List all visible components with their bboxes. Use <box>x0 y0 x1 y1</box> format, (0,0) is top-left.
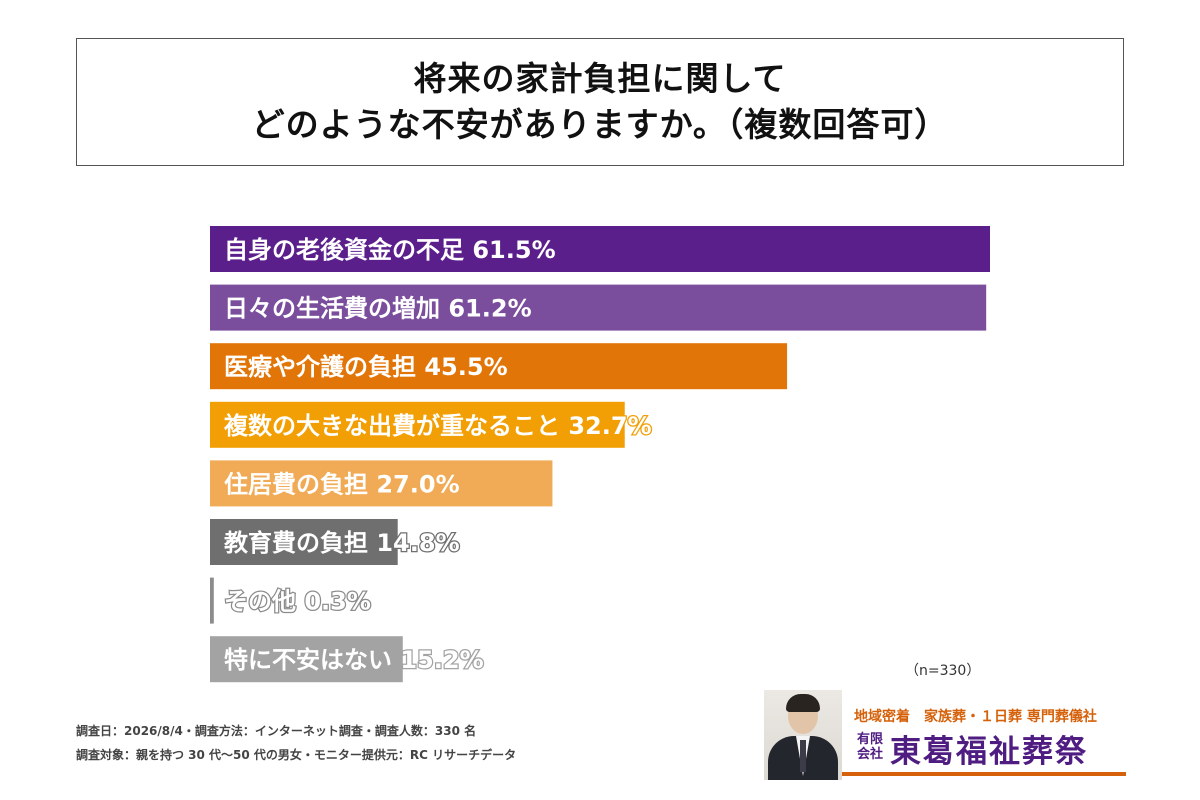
chart-title-line-2: どのような不安がありますか。（複数回答可） <box>251 105 949 144</box>
bar-0 <box>210 226 990 272</box>
bar-4 <box>210 460 553 507</box>
bar-label-7: 特に不安はない 15.2% <box>224 646 484 674</box>
bar-label-1: 日々の生活費の増加 61.2% <box>224 295 532 323</box>
title-box: 将来の家計負担に関して どのような不安がありますか。（複数回答可） <box>76 38 1124 166</box>
logo-badge: 有限 会社 <box>854 732 886 762</box>
bar-6 <box>210 577 214 624</box>
bar-7 <box>210 636 403 683</box>
logo-underline <box>842 772 1126 776</box>
logo-tagline: 地域密着 家族葬・１日葬 専門葬儀社 <box>854 709 1097 725</box>
company-logo: 地域密着 家族葬・１日葬 専門葬儀社 有限 会社 東葛福祉葬祭 <box>764 690 1126 782</box>
survey-footnote-2: 調査対象：親を持つ 30 代〜50 代の男女・モニター提供元：RC リサーチデー… <box>76 748 517 762</box>
bar-3 <box>210 401 625 448</box>
bar-label-5: 教育費の負担 14.8% <box>224 529 460 557</box>
logo-company-name: 東葛福祉葬祭 <box>890 734 1088 770</box>
bar-5 <box>210 519 398 565</box>
bar-chart: 自身の老後資金の不足 61.5% 日々の生活費の増加 61.2% 医療や介護の負担 … <box>210 226 990 683</box>
bar-label-4: 住居費の負担 27.0% <box>224 470 460 498</box>
bar-label-3: 複数の大きな出費が重なること 32.7% <box>224 412 652 440</box>
sample-size-note: （n=330） <box>905 663 981 679</box>
bar-1 <box>210 284 987 331</box>
survey-footnote-1: 調査日：2026/8/4・調査方法：インターネット調査・調査人数：330 名 <box>76 724 477 738</box>
staff-photo <box>764 690 842 780</box>
chart-title-line-1: 将来の家計負担に関して <box>413 59 787 98</box>
bar-label-2: 医療や介護の負担 45.5% <box>224 353 508 381</box>
logo-badge-top: 有限 <box>856 732 883 747</box>
bar-label-0: 自身の老後資金の不足 61.5% <box>224 236 556 264</box>
logo-badge-bottom: 会社 <box>856 747 883 762</box>
bar-label-6: その他 0.3% <box>224 588 371 616</box>
bar-2 <box>210 343 788 390</box>
